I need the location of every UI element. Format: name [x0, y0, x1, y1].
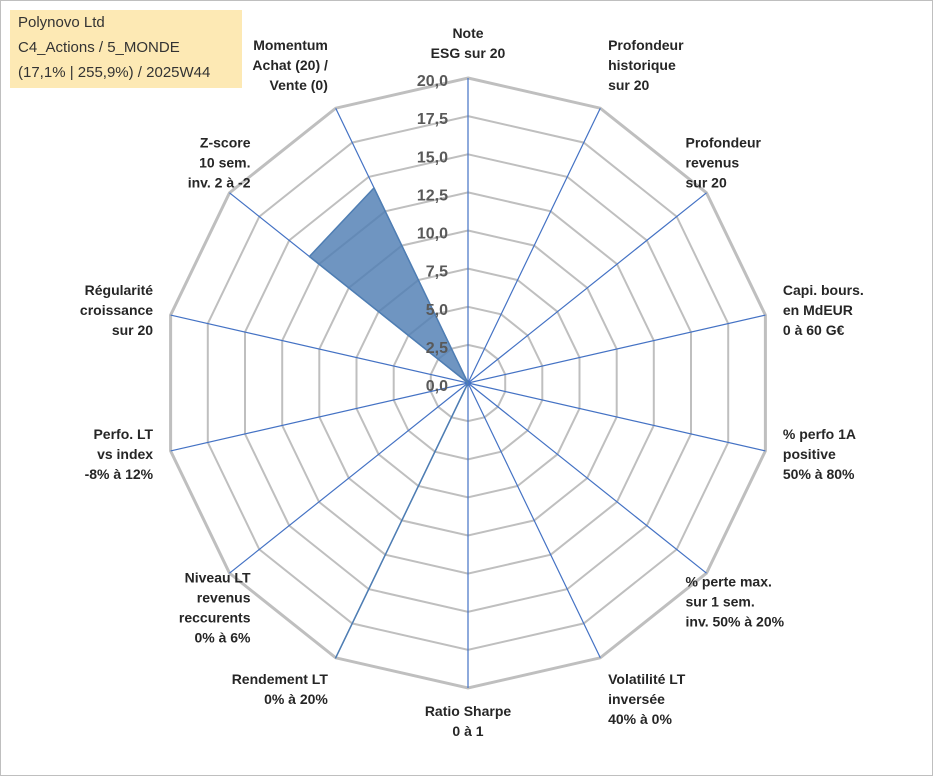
- axis-label-line: Note: [452, 25, 483, 41]
- axis-label: Niveau LT revenus reccurents 0% à 6%: [179, 569, 251, 645]
- axis-label: Capi. bours. en MdEUR 0 à 60 G€: [783, 282, 864, 338]
- axis-label-line: 10 sem.: [199, 155, 250, 171]
- axis-label-line: en MdEUR: [783, 302, 853, 318]
- tick-label: 2,5: [426, 340, 448, 357]
- axis-label-line: sur 20: [608, 77, 649, 93]
- chart-title-stats: (17,1% | 255,9%) / 2025W44: [18, 64, 211, 81]
- chart-title-box: Polynovo Ltd C4_Actions / 5_MONDE (17,1%…: [10, 10, 242, 88]
- axis-label-line: 40% à 0%: [608, 711, 672, 727]
- axis-label-line: sur 20: [686, 175, 727, 191]
- axis-label-line: 50% à 80%: [783, 466, 855, 482]
- axis-label-line: Ratio Sharpe: [425, 703, 512, 719]
- axis-label: % perte max. sur 1 sem. inv. 50% à 20%: [686, 573, 785, 629]
- tick-label: 0,0: [426, 378, 448, 395]
- tick-label: 20,0: [417, 73, 448, 90]
- axis-label: Volatilité LT inversée 40% à 0%: [608, 671, 686, 727]
- axis-label-line: Niveau LT: [185, 569, 251, 585]
- tick-label: 10,0: [417, 226, 448, 243]
- axis-label-line: croissance: [80, 302, 153, 318]
- axis-spoke: [170, 314, 469, 384]
- axis-label-line: revenus: [197, 589, 251, 605]
- axis-label-line: sur 1 sem.: [686, 593, 755, 609]
- axis-spoke: [467, 382, 766, 452]
- axis-label-line: reccurents: [179, 609, 251, 625]
- axis-label-line: 0 à 1: [452, 723, 483, 739]
- axis-spoke: [467, 107, 601, 384]
- axis-label-line: sur 20: [112, 322, 153, 338]
- axis-label-line: inv. 2 à -2: [188, 175, 251, 191]
- axis-label-line: ESG sur 20: [431, 45, 506, 61]
- axis-label-line: Profondeur: [608, 37, 684, 53]
- chart-title-category: C4_Actions / 5_MONDE: [18, 39, 180, 56]
- axis-label: Ratio Sharpe 0 à 1: [425, 703, 512, 739]
- axis-label-line: Vente (0): [270, 77, 328, 93]
- axis-label: Profondeur revenus sur 20: [686, 135, 762, 191]
- axis-spoke: [467, 382, 707, 574]
- axis-label-line: inversée: [608, 691, 665, 707]
- tick-label: 17,5: [417, 111, 448, 128]
- axis-label-line: 0% à 6%: [194, 629, 251, 645]
- axis-label-line: -8% à 12%: [85, 466, 154, 482]
- axis-label: Z-score 10 sem. inv. 2 à -2: [188, 135, 251, 191]
- axis-label-line: inv. 50% à 20%: [686, 613, 785, 629]
- axis-label-line: Volatilité LT: [608, 671, 686, 687]
- axis-label-line: Perfo. LT: [93, 426, 153, 442]
- axis-label-line: Rendement LT: [232, 671, 329, 687]
- axis-label: % perfo 1A positive 50% à 80%: [783, 426, 856, 482]
- axis-label: Momentum Achat (20) / Vente (0): [252, 37, 328, 93]
- axis-label-line: % perfo 1A: [783, 426, 856, 442]
- tick-label: 5,0: [426, 302, 448, 319]
- axis-label-line: Z-score: [200, 135, 251, 151]
- axis-label: Rendement LT 0% à 20%: [232, 671, 329, 707]
- axis-label-line: 0% à 20%: [264, 691, 328, 707]
- axis-spoke: [467, 314, 766, 384]
- axis-label-line: Régularité: [85, 282, 154, 298]
- axis-label-line: historique: [608, 57, 676, 73]
- tick-label: 7,5: [426, 264, 448, 281]
- axis-label-line: Capi. bours.: [783, 282, 864, 298]
- axis-label-line: % perte max.: [686, 573, 772, 589]
- axis-label: Régularité croissance sur 20: [80, 282, 153, 338]
- axis-label-line: Achat (20) /: [252, 57, 328, 73]
- axis-label-line: 0 à 60 G€: [783, 322, 845, 338]
- tick-label: 15,0: [417, 149, 448, 166]
- tick-label: 12,5: [417, 187, 448, 204]
- axis-spoke: [467, 382, 601, 659]
- series-area: [308, 187, 469, 659]
- axis-label-line: Profondeur: [686, 135, 762, 151]
- axis-label-line: vs index: [97, 446, 153, 462]
- axis-label-line: Momentum: [253, 37, 328, 53]
- axis-spoke: [170, 382, 469, 452]
- axis-label: Perfo. LT vs index -8% à 12%: [85, 426, 154, 482]
- axis-spoke: [467, 192, 707, 384]
- axis-spoke: [229, 382, 469, 574]
- axis-label-line: revenus: [686, 155, 740, 171]
- axis-label: Profondeur historique sur 20: [608, 37, 684, 93]
- axis-label-line: positive: [783, 446, 836, 462]
- axis-label: Note ESG sur 20: [431, 25, 506, 61]
- chart-title-company: Polynovo Ltd: [18, 14, 105, 31]
